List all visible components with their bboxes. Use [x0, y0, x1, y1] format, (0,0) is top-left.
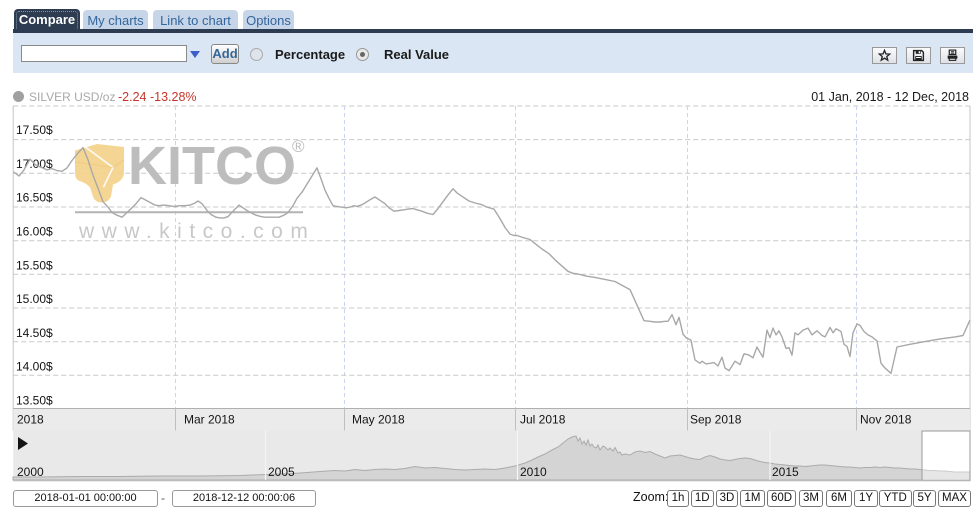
svg-text:2010: 2010: [520, 465, 547, 479]
svg-text:15.50$: 15.50$: [16, 258, 53, 272]
svg-text:2015: 2015: [772, 465, 799, 479]
svg-text:14.00$: 14.00$: [16, 360, 53, 374]
svg-text:14.50$: 14.50$: [16, 326, 53, 340]
svg-text:Sep 2018: Sep 2018: [690, 413, 742, 427]
svg-text:13.50$: 13.50$: [16, 394, 53, 408]
svg-text:Mar 2018: Mar 2018: [184, 413, 235, 427]
svg-text:Jul 2018: Jul 2018: [520, 413, 566, 427]
svg-text:www.kitco.com: www.kitco.com: [78, 220, 315, 243]
svg-text:®: ®: [292, 137, 305, 156]
svg-text:2018: 2018: [17, 413, 44, 427]
svg-text:16.50$: 16.50$: [16, 191, 53, 205]
svg-text:16.00$: 16.00$: [16, 225, 53, 239]
svg-text:2000: 2000: [17, 465, 44, 479]
svg-text:17.50$: 17.50$: [16, 123, 53, 137]
svg-text:May 2018: May 2018: [352, 413, 405, 427]
svg-text:KITCO: KITCO: [128, 136, 296, 196]
svg-text:2005: 2005: [268, 465, 295, 479]
svg-text:15.00$: 15.00$: [16, 292, 53, 306]
svg-text:Nov 2018: Nov 2018: [860, 413, 912, 427]
